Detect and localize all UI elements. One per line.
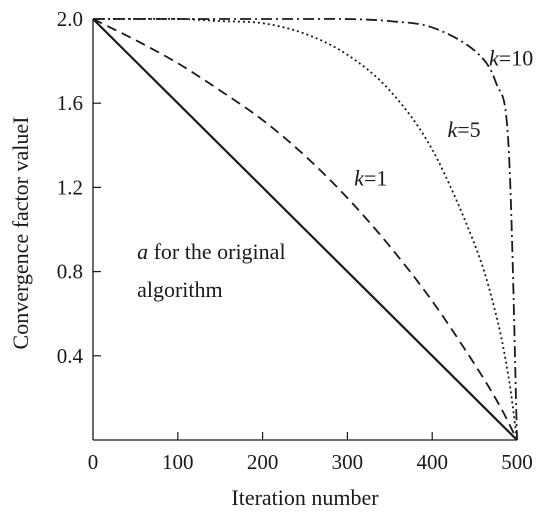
- series-line-dotted: [92, 17, 518, 441]
- annotation-text: for the original: [148, 239, 285, 264]
- x-tick-label: 500: [501, 450, 533, 474]
- annotation-italic-symbol: k: [489, 45, 500, 70]
- y-tick-label: 1.2: [57, 175, 83, 199]
- x-tick-label: 100: [162, 450, 194, 474]
- x-tick-label: 300: [332, 450, 364, 474]
- series-layer: [92, 17, 518, 441]
- plot-area: 0 100 200 300 400 500 0.4 0.8 1.2 1.6 2.0: [57, 7, 533, 474]
- annotation-text: =10: [499, 45, 533, 70]
- annotation-text: algorithm: [137, 277, 223, 302]
- y-tick-label: 0.4: [57, 344, 84, 368]
- y-tick-label: 0.8: [57, 260, 83, 284]
- x-tick-label: 400: [416, 450, 448, 474]
- curve-annotation: k=5: [447, 117, 480, 142]
- annotation-text: =1: [364, 165, 387, 190]
- annotation-italic-symbol: a: [137, 239, 148, 264]
- annotation-italic-symbol: k: [447, 117, 458, 142]
- x-tick-label: 200: [247, 450, 279, 474]
- y-tick-label: 2.0: [57, 7, 83, 31]
- curve-annotation: a for the original: [137, 239, 285, 264]
- annotation-text: =5: [457, 117, 480, 142]
- curve-annotation: k=10: [489, 45, 533, 70]
- series-line-dash-dot: [92, 17, 518, 441]
- curve-annotation: k=1: [354, 165, 387, 190]
- series-line-solid: [92, 18, 518, 441]
- x-axis-title: Iteration number: [231, 485, 379, 510]
- curve-annotation: algorithm: [137, 277, 223, 302]
- series-line-dashed: [92, 18, 518, 441]
- x-tick-label: 0: [88, 450, 99, 474]
- y-tick-label: 1.6: [57, 91, 83, 115]
- annotation-italic-symbol: k: [354, 165, 365, 190]
- y-axis-title: Convergence factor valueI: [8, 117, 33, 350]
